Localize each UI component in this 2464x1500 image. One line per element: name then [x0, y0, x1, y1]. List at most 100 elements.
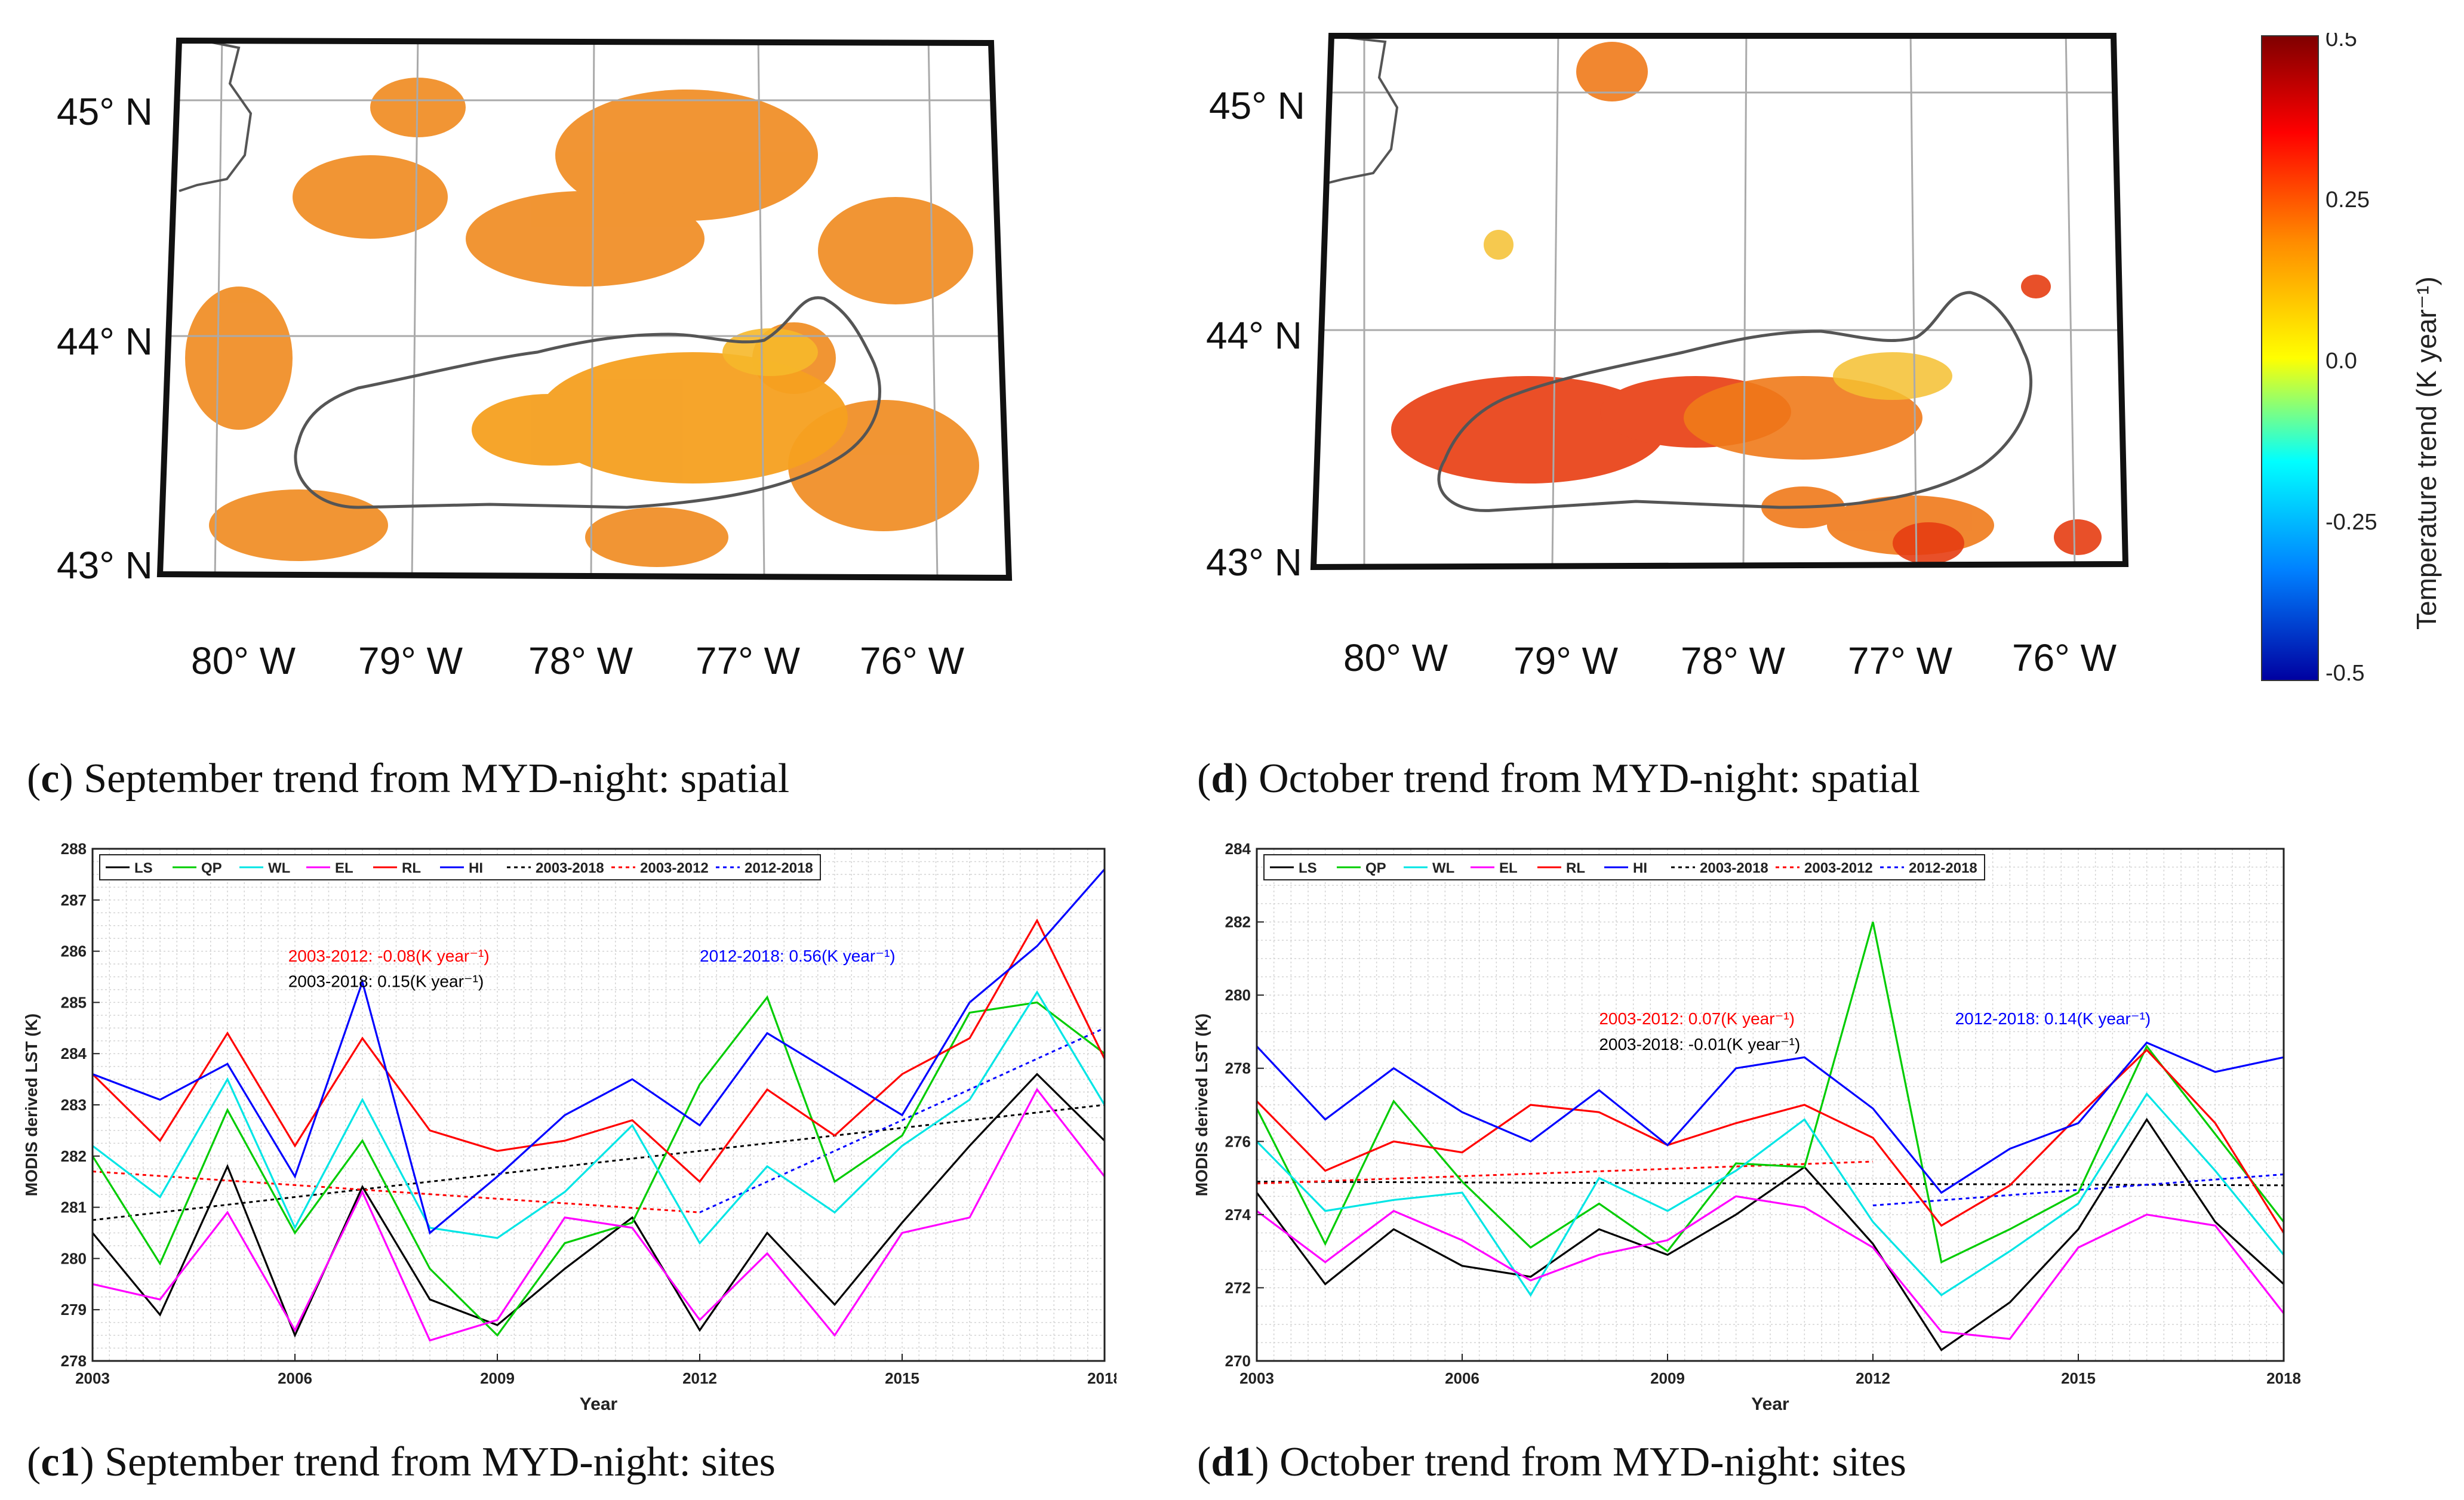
trend-annotation: 2012-2018: 0.14(K year⁻¹): [1955, 1009, 2151, 1028]
trend-line-2012-2018: [699, 1027, 1105, 1213]
panel-c-map: 45° N 44° N 43° N 80° W 79° W 78° W 77° …: [0, 0, 1087, 716]
legend-label-WL: WL: [268, 860, 290, 876]
lat-label-43: 43° N: [57, 544, 153, 587]
legend-label-EL: EL: [1499, 860, 1518, 876]
series-line-LS: [1256, 1117, 2285, 1351]
caption-c: (c) September trend from MYD-night: spat…: [27, 756, 790, 802]
chart-c1: 2003 2006 2009 2012 2015 2018 278 279 280 281 282 2…: [24, 840, 1116, 1414]
lat-label-44: 44° N: [1206, 314, 1302, 357]
x-tick-label: 2018: [1087, 1369, 1116, 1387]
y-tick-label: 278: [1225, 1059, 1251, 1077]
legend-label-2012-2018: 2012-2018: [1909, 860, 1977, 876]
trend-annotation: 2003-2012: -0.08(K year⁻¹): [288, 947, 490, 965]
lat-label-45: 45° N: [57, 90, 153, 133]
x-axis-label: Year: [580, 1394, 618, 1414]
caption-d: (d) October trend from MYD-night: spatia…: [1197, 756, 1921, 802]
lon-label-78: 78° W: [1681, 639, 1785, 682]
trend-annotation: 2003-2012: 0.07(K year⁻¹): [1599, 1009, 1795, 1028]
legend-label-2003-2012: 2003-2012: [640, 860, 709, 876]
shoreline: [1319, 36, 1399, 186]
colorbar-gradient: [2261, 35, 2319, 681]
x-axis-label: Year: [1751, 1394, 1789, 1414]
y-tick-label: 278: [61, 1352, 87, 1370]
cb-tick-1: 0.25: [2325, 187, 2370, 212]
series-line-WL: [1256, 1092, 2285, 1297]
y-tick-label: 285: [61, 993, 87, 1011]
y-tick-label: 284: [61, 1045, 87, 1062]
shoreline: [179, 41, 253, 192]
series-line-EL: [1256, 1195, 2285, 1340]
trend-annotation: 2003-2018: 0.15(K year⁻¹): [288, 972, 484, 991]
legend-label-2003-2012: 2003-2012: [1804, 860, 1873, 876]
lake-trend-patch: [472, 352, 848, 483]
map-c: [156, 37, 1013, 581]
caption-c-text: September trend from MYD-night: spatial: [84, 756, 790, 802]
lat-label-45: 45° N: [1209, 84, 1305, 127]
grid: [1256, 848, 2284, 1362]
x-tick-label: 2009: [480, 1369, 515, 1387]
y-tick-label: 279: [61, 1301, 87, 1319]
series-line-QP: [1256, 922, 2285, 1264]
series-line-HI: [92, 868, 1106, 1235]
grid: [92, 848, 1105, 1362]
series-line-HI: [1256, 1041, 2284, 1194]
chart-d1: 2003 2006 2009 2012 2015 2018 270 272 274 276 278 2…: [1194, 840, 2301, 1414]
caption-c1-text: September trend from MYD-night: sites: [104, 1439, 776, 1485]
legend-label-2012-2018: 2012-2018: [745, 860, 813, 876]
caption-d1-text: October trend from MYD-night: sites: [1279, 1439, 1906, 1485]
lon-label-78: 78° W: [528, 639, 633, 682]
lon-label-79: 79° W: [358, 639, 463, 682]
x-tick-label: 2018: [2266, 1369, 2301, 1387]
series-line-QP: [91, 995, 1105, 1337]
y-tick-label: 288: [61, 840, 87, 858]
y-tick-label: 282: [1225, 913, 1251, 931]
y-tick-label: 287: [61, 891, 87, 909]
series-line-LS: [91, 1073, 1106, 1338]
legend-label-RL: RL: [402, 860, 421, 876]
trend-line-2003-2018: [92, 1104, 1105, 1221]
legend-label-QP: QP: [1365, 860, 1386, 876]
cb-tick-3: -0.25: [2325, 510, 2377, 535]
legend-label-HI: HI: [1633, 860, 1647, 876]
trend-annotation: 2003-2018: -0.01(K year⁻¹): [1599, 1035, 1800, 1054]
x-tick-label: 2003: [1239, 1369, 1274, 1387]
colorbar: 0.5 0.25 0.0 -0.25 -0.5 Temperature tren…: [2257, 26, 2454, 701]
x-tick-label: 2003: [75, 1369, 110, 1387]
y-tick-label: 280: [1225, 986, 1251, 1004]
y-tick-label: 276: [1225, 1132, 1251, 1150]
legend-label-HI: HI: [469, 860, 483, 876]
lat-label-44: 44° N: [57, 320, 153, 363]
cb-tick-2: 0.0: [2325, 349, 2357, 374]
x-tick-label: 2012: [1856, 1369, 1890, 1387]
y-tick-label: 280: [61, 1249, 87, 1267]
legend-label-LS: LS: [134, 860, 153, 876]
x-tick-label: 2012: [682, 1369, 717, 1387]
lon-label-80: 80° W: [1343, 636, 1448, 679]
x-tick-label: 2006: [278, 1369, 312, 1387]
lon-label-77: 77° W: [1848, 639, 1952, 682]
trend-patches: [185, 78, 979, 567]
lake-ontario-outline: [1437, 291, 2033, 512]
panel-d-map: 45° N 44° N 43° N 80° W 79° W 78° W 77° …: [1158, 0, 2245, 716]
map-frame: [156, 37, 1013, 581]
lon-label-79: 79° W: [1514, 639, 1618, 682]
caption-c1: (c1) September trend from MYD-night: sit…: [27, 1439, 776, 1485]
colorbar-svg: 0.5 0.25 0.0 -0.25 -0.5 Temperature tren…: [2261, 26, 2442, 686]
y-tick-label: 286: [61, 942, 87, 960]
legend-label-2003-2018: 2003-2018: [536, 860, 604, 876]
lon-label-76: 76° W: [860, 639, 964, 682]
series-line-RL: [91, 918, 1106, 1184]
lat-label-43: 43° N: [1206, 541, 1302, 584]
legend-label-LS: LS: [1299, 860, 1317, 876]
y-tick-label: 282: [61, 1147, 87, 1165]
y-tick-label: 270: [1225, 1352, 1251, 1370]
cb-tick-4: -0.5: [2325, 661, 2364, 686]
y-tick-label: 274: [1225, 1206, 1251, 1224]
caption-c-tag: c: [41, 756, 60, 802]
x-tick-label: 2015: [2061, 1369, 2096, 1387]
legend-label-WL: WL: [1432, 860, 1454, 876]
legend-label-QP: QP: [201, 860, 222, 876]
caption-c1-tag: c1: [41, 1439, 81, 1485]
caption-d1: (d1) October trend from MYD-night: sites: [1197, 1439, 1906, 1485]
colorbar-title: Temperature trend (K year⁻¹): [2411, 276, 2442, 630]
